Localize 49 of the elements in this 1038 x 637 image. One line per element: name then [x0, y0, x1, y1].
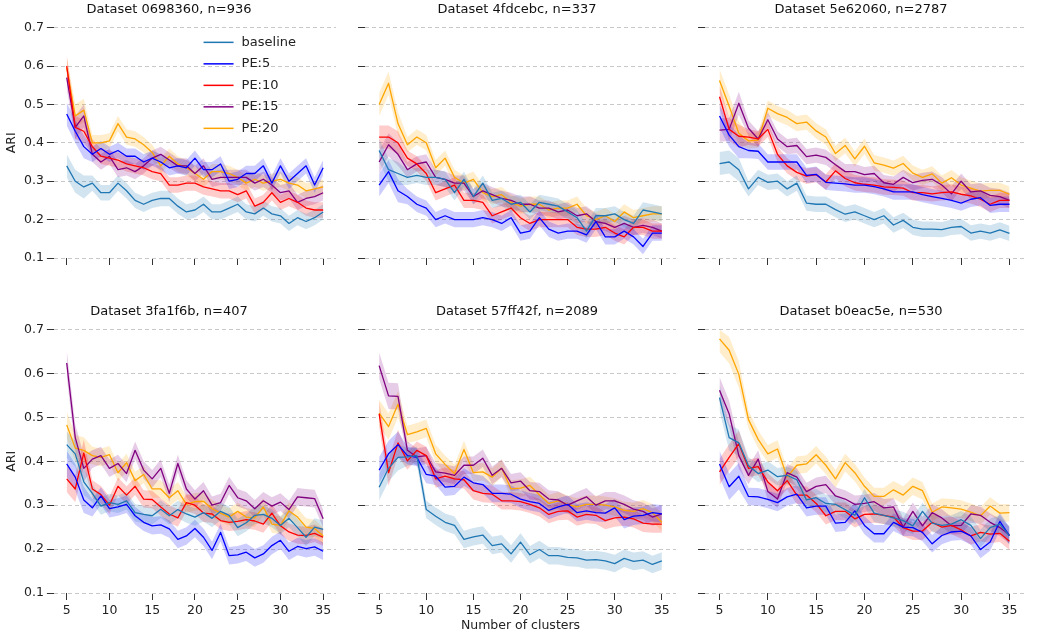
chart-title: Dataset b0eac5e, n=530 [779, 303, 943, 319]
y-tick-label: 0.1 [23, 249, 44, 265]
chart-title: Dataset 57ff42f, n=2089 [435, 303, 599, 319]
x-tick-label: 35 [1001, 601, 1018, 617]
x-tick-label: 5 [375, 601, 384, 617]
x-tick-label: 25 [559, 601, 576, 617]
x-tick-label: 5 [62, 601, 71, 617]
y-axis-title: ARI [2, 132, 18, 154]
x-tick-label: 15 [808, 601, 825, 617]
y-tick-label: 0.3 [23, 496, 44, 512]
y-tick-label: 0.2 [23, 540, 44, 556]
x-tick-label: 30 [272, 601, 289, 617]
y-tick-label: 0.4 [23, 134, 44, 150]
legend-label: PE:10 [241, 76, 279, 92]
y-tick-label: 0.5 [23, 408, 44, 424]
x-tick-label: 25 [904, 601, 921, 617]
x-tick-label: 30 [953, 601, 970, 617]
legend-label: baseline [241, 33, 296, 49]
x-tick-label: 10 [759, 601, 776, 617]
x-tick-label: 20 [186, 601, 203, 617]
x-tick-label: 35 [653, 601, 670, 617]
y-tick-label: 0.6 [23, 57, 44, 73]
chart-title: Dataset 4fdcebc, n=337 [437, 1, 597, 17]
y-tick-label: 0.1 [23, 584, 44, 600]
x-tick-label: 15 [465, 601, 482, 617]
x-axis-title: Number of clusters [460, 616, 581, 632]
y-tick-label: 0.2 [23, 210, 44, 226]
y-tick-label: 0.6 [23, 364, 44, 380]
legend-label: PE:15 [241, 98, 279, 114]
y-tick-label: 0.7 [23, 320, 44, 336]
legend-label: PE:5 [241, 55, 271, 71]
x-tick-label: 35 [315, 601, 332, 617]
x-tick-label: 20 [512, 601, 529, 617]
y-tick-label: 0.7 [23, 18, 44, 34]
chart-title: Dataset 0698360, n=936 [86, 1, 252, 17]
legend-label: PE:20 [241, 119, 279, 135]
y-tick-label: 0.3 [23, 172, 44, 188]
x-tick-label: 10 [418, 601, 435, 617]
x-tick-label: 20 [856, 601, 873, 617]
x-tick-label: 10 [101, 601, 118, 617]
chart-title: Dataset 5e62060, n=2787 [774, 1, 948, 17]
y-tick-label: 0.5 [23, 95, 44, 111]
x-tick-label: 25 [229, 601, 246, 617]
x-tick-label: 5 [715, 601, 724, 617]
y-axis-title: ARI [2, 450, 18, 472]
x-tick-label: 30 [606, 601, 623, 617]
y-tick-label: 0.4 [23, 452, 44, 468]
chart-title: Dataset 3fa1f6b, n=407 [90, 303, 248, 319]
x-tick-label: 15 [144, 601, 161, 617]
